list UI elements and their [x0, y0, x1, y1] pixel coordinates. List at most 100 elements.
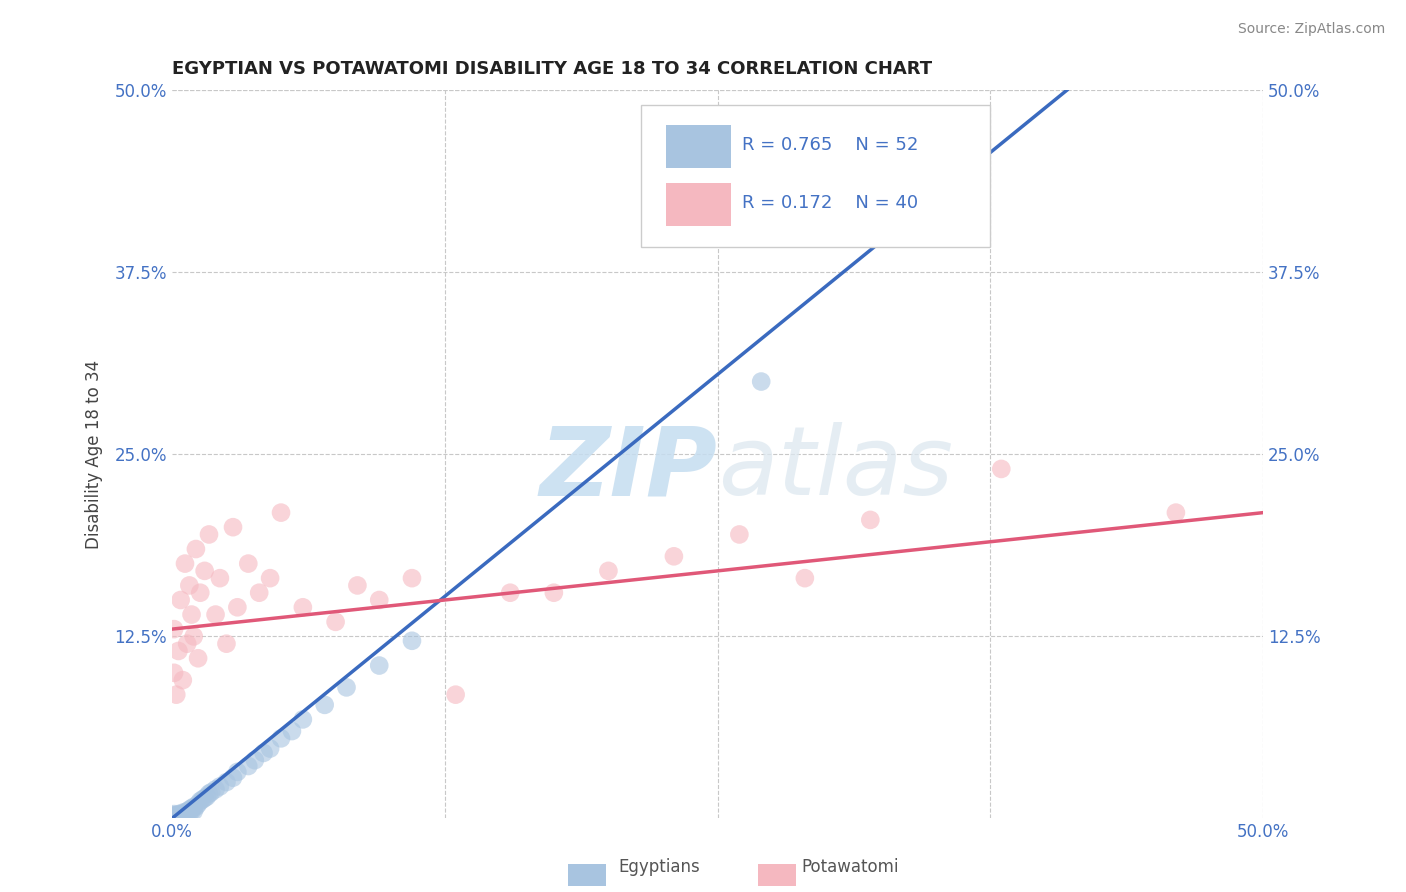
Point [180, 801, 202, 815]
Point [1164, 506, 1187, 520]
Point [180, 607, 202, 622]
Point [180, 804, 202, 818]
Point [169, 810, 191, 824]
Point [401, 633, 423, 648]
Point [270, 731, 292, 746]
Point [179, 578, 201, 592]
Text: atlas: atlas [717, 423, 952, 516]
Point [167, 808, 190, 822]
Point [176, 804, 198, 818]
Point [662, 549, 685, 564]
Point [238, 759, 260, 773]
Text: EGYPTIAN VS POTAWATOMI DISABILITY AGE 18 TO 34 CORRELATION CHART: EGYPTIAN VS POTAWATOMI DISABILITY AGE 18… [172, 60, 932, 78]
Point [252, 746, 274, 760]
Point [179, 803, 201, 817]
Point [167, 810, 190, 824]
Point [259, 741, 281, 756]
Point [169, 808, 191, 822]
Point [200, 785, 222, 799]
Point [368, 658, 391, 673]
Point [176, 637, 198, 651]
FancyBboxPatch shape [666, 125, 731, 169]
Text: Source: ZipAtlas.com: Source: ZipAtlas.com [1237, 22, 1385, 37]
Point [187, 797, 209, 811]
FancyBboxPatch shape [666, 184, 731, 227]
Point [174, 805, 197, 820]
Point [169, 807, 191, 822]
Point [172, 808, 194, 822]
Point [184, 799, 207, 814]
Point [188, 794, 211, 808]
Text: R = 0.172    N = 40: R = 0.172 N = 40 [741, 194, 918, 212]
Text: R = 0.765    N = 52: R = 0.765 N = 52 [741, 136, 918, 154]
Point [191, 792, 214, 806]
Point [247, 585, 270, 599]
Point [163, 807, 186, 822]
Point [165, 808, 187, 822]
Point [543, 585, 565, 599]
Text: ZIP: ZIP [540, 423, 717, 516]
Point [183, 799, 205, 814]
Point [291, 713, 314, 727]
Point [163, 810, 186, 824]
Point [793, 571, 815, 585]
Point [163, 808, 186, 822]
Point [859, 513, 882, 527]
Point [598, 564, 620, 578]
Point [167, 644, 190, 658]
Point [184, 542, 207, 557]
Point [174, 808, 197, 822]
Point [444, 688, 467, 702]
Point [174, 557, 197, 571]
Point [270, 506, 292, 520]
Point [187, 651, 209, 665]
Point [281, 724, 304, 739]
Point [204, 782, 226, 797]
Point [401, 571, 423, 585]
Text: Egyptians: Egyptians [619, 858, 700, 876]
Point [198, 527, 221, 541]
Point [163, 810, 186, 824]
Point [208, 571, 231, 585]
Point [163, 808, 186, 822]
Point [335, 681, 357, 695]
Point [238, 557, 260, 571]
Point [215, 637, 238, 651]
Point [183, 804, 205, 818]
Point [222, 771, 245, 785]
Point [176, 807, 198, 822]
Point [165, 688, 187, 702]
Point [163, 665, 186, 680]
Point [499, 585, 522, 599]
Point [990, 462, 1012, 476]
Point [749, 375, 772, 389]
Point [226, 764, 249, 779]
Point [215, 775, 238, 789]
Point [243, 753, 266, 767]
Point [167, 807, 190, 822]
Point [183, 629, 205, 643]
Point [172, 807, 194, 822]
Point [165, 810, 187, 824]
Point [172, 673, 194, 687]
Point [188, 585, 211, 599]
Point [204, 607, 226, 622]
Point [163, 622, 186, 636]
Point [208, 780, 231, 794]
Point [169, 593, 191, 607]
Point [346, 578, 368, 592]
Point [728, 527, 751, 541]
Point [198, 787, 221, 801]
Point [195, 789, 218, 804]
Point [222, 520, 245, 534]
Point [226, 600, 249, 615]
Point [194, 791, 217, 805]
Point [325, 615, 347, 629]
Point [291, 600, 314, 615]
Point [314, 698, 336, 712]
Point [172, 805, 194, 820]
Text: Potawatomi: Potawatomi [801, 858, 898, 876]
Point [194, 564, 217, 578]
Point [368, 593, 391, 607]
FancyBboxPatch shape [641, 105, 990, 247]
